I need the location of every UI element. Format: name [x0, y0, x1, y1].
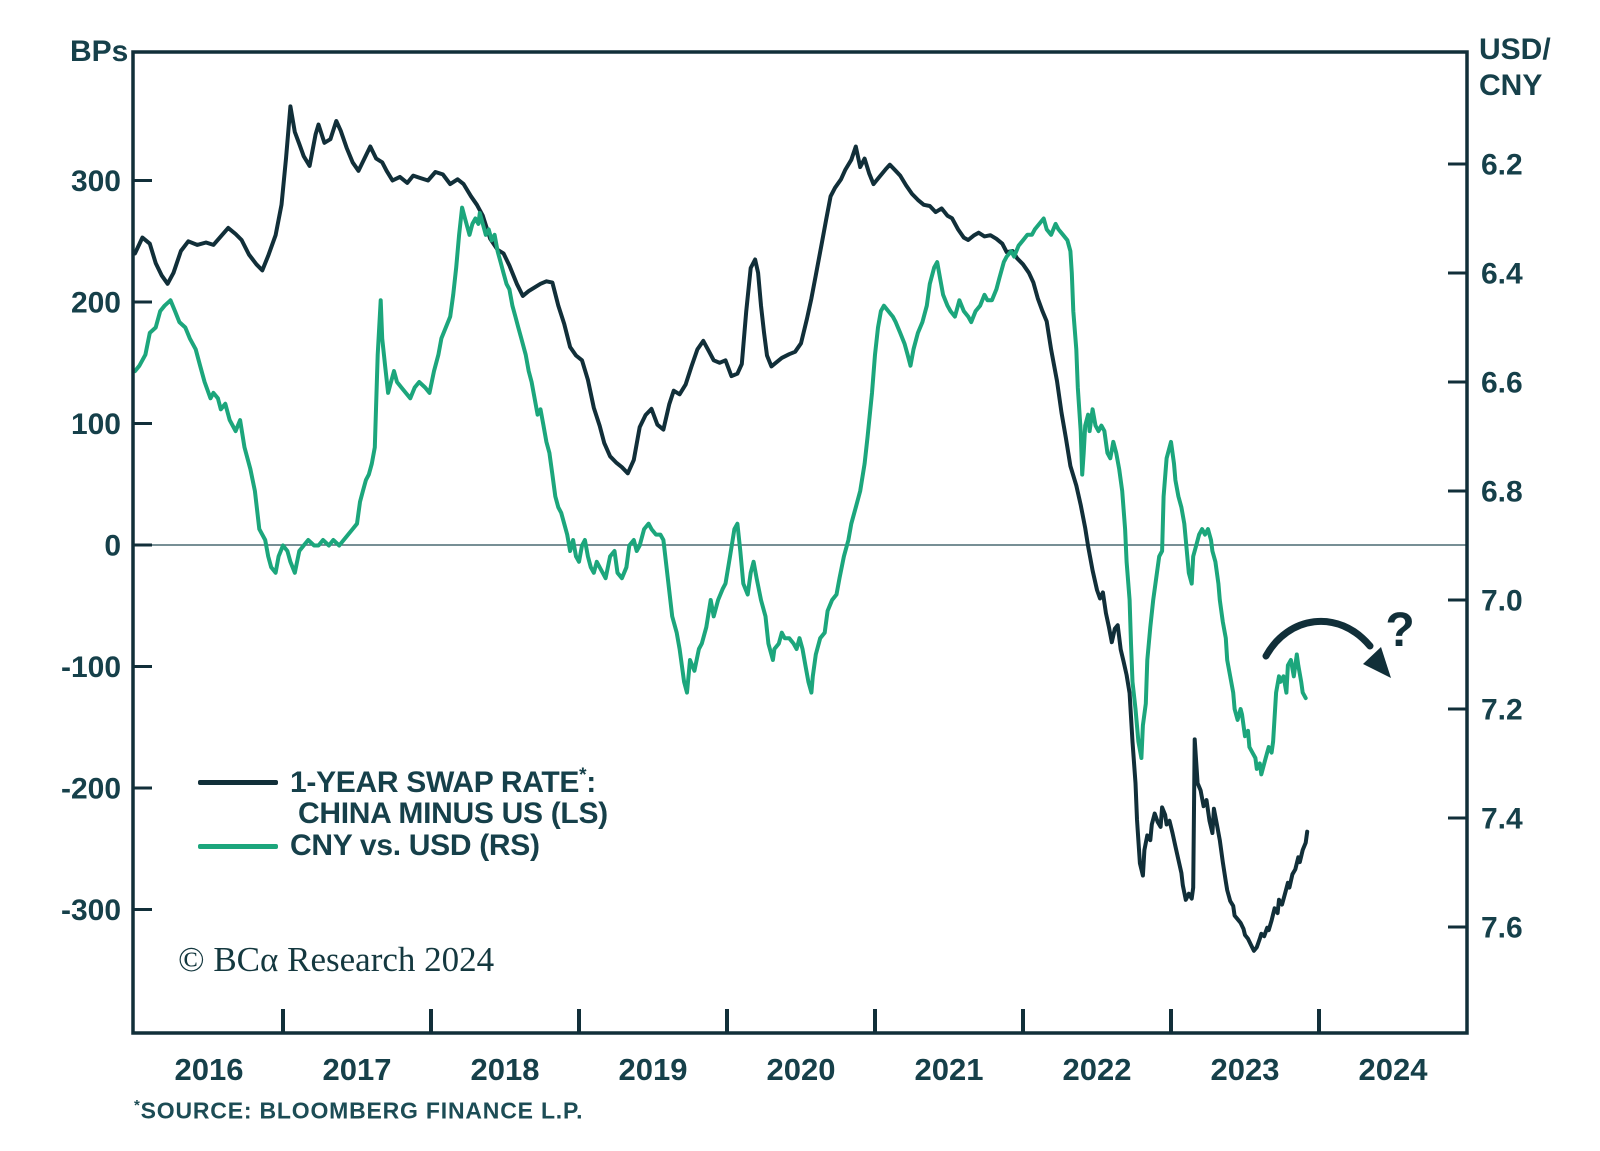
cny-usd-line-swatch-icon [198, 843, 278, 849]
left-axis-tick-label: -100 [61, 651, 121, 684]
left-axis-tick-label: -300 [61, 894, 121, 927]
right-axis-tick-label: 7.4 [1481, 803, 1523, 836]
right-axis-tick-label: 6.2 [1481, 149, 1523, 182]
right-axis-tick-label: 7.2 [1481, 694, 1523, 727]
x-axis-year-label: 2021 [915, 1052, 984, 1087]
right-axis-tick-label: 6.8 [1481, 476, 1523, 509]
legend-label-swap-rate-line2: CHINA MINUS US (LS) [298, 797, 608, 830]
right-axis-tick-label: 7.6 [1481, 912, 1523, 945]
legend-label-swap-rate: 1-YEAR SWAP RATE*: [290, 765, 596, 800]
right-axis-unit-line2: CNY [1479, 69, 1543, 102]
legend-spacer [198, 812, 278, 817]
footnote-asterisk: * [134, 1097, 141, 1114]
x-axis-year-label: 2023 [1211, 1052, 1280, 1087]
forecast-annotation: ? [1262, 604, 1415, 678]
trend-arrow-head-icon [1363, 647, 1391, 678]
bca-research-copyright: © BCα Research 2024 [178, 940, 495, 979]
legend-label-asterisk: * [579, 764, 587, 786]
plot-frame [131, 50, 1469, 1035]
trend-arrow-icon [1262, 617, 1374, 660]
axis-tick-labels: 300 200 100 0 -100 -200 -300 6.2 6.4 6.6 6.8 7.0 7.2… [61, 149, 1523, 1088]
left-axis-unit-label: BPs [70, 35, 129, 68]
axis-ticks [133, 162, 1467, 1033]
legend-item-swap-rate-line2: CHINA MINUS US (LS) [198, 797, 608, 830]
x-axis-year-label: 2017 [323, 1052, 392, 1087]
series-swap-rate-spread [133, 104, 1310, 953]
swap-rate-line-swatch-icon [198, 779, 278, 785]
left-axis-tick-label: 0 [104, 530, 121, 563]
legend: 1-YEAR SWAP RATE*: CHINA MINUS US (LS) C… [198, 765, 608, 862]
legend-label-cny-usd: CNY vs. USD (RS) [290, 829, 540, 862]
right-axis-unit-line1: USD/ [1479, 33, 1551, 66]
legend-label-swap-rate-text: 1-YEAR SWAP RATE [290, 765, 580, 799]
legend-label-colon: : [586, 765, 596, 799]
footnote-text: SOURCE: BLOOMBERG FINANCE L.P. [140, 1097, 584, 1124]
x-axis-year-label: 2018 [471, 1052, 540, 1087]
left-axis-tick-label: 300 [71, 165, 121, 198]
right-axis-tick-label: 6.6 [1481, 367, 1523, 400]
left-axis-tick-label: -200 [61, 773, 121, 806]
legend-item-swap-rate: 1-YEAR SWAP RATE*: [198, 765, 608, 800]
x-axis-year-label: 2020 [767, 1052, 836, 1087]
x-axis-year-label: 2019 [619, 1052, 688, 1087]
question-mark-annotation: ? [1385, 604, 1414, 657]
x-axis-year-label: 2016 [175, 1052, 244, 1087]
x-axis-year-label: 2022 [1063, 1052, 1132, 1087]
right-axis-tick-label: 6.4 [1481, 258, 1523, 291]
right-axis-tick-label: 7.0 [1481, 585, 1523, 618]
series-cny-vs-usd [133, 205, 1308, 777]
left-axis-tick-label: 200 [71, 287, 121, 320]
left-axis-tick-label: 100 [71, 408, 121, 441]
right-axis-unit-label: USD/ CNY [1479, 32, 1551, 104]
x-axis-year-label: 2024 [1359, 1052, 1429, 1087]
source-footnote: *SOURCE: BLOOMBERG FINANCE L.P. [134, 1097, 583, 1125]
legend-item-cny-usd: CNY vs. USD (RS) [198, 829, 608, 862]
